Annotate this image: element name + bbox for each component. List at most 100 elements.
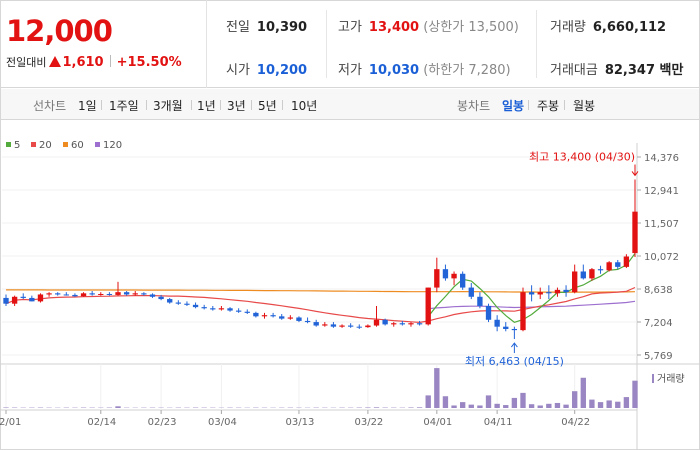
low-annotation: 최저 6,463 (04/15): [465, 355, 564, 368]
volume-bar: [425, 395, 431, 408]
volume-bar: [3, 407, 9, 408]
volume-bar: [615, 401, 621, 408]
volume-bar: [554, 402, 561, 408]
candle-body: [485, 305, 492, 320]
volume-bar: [115, 406, 121, 408]
candle-body: [460, 273, 466, 288]
time-tick-label: 02/23: [148, 417, 177, 428]
candle-body: [339, 325, 345, 327]
volume-bar: [442, 396, 449, 408]
volume-bar: [520, 392, 526, 408]
tab-1w[interactable]: 1주일: [109, 99, 139, 113]
candle-body: [72, 294, 78, 297]
open-label: 시가: [226, 63, 250, 78]
tab-1d[interactable]: 1일: [78, 99, 97, 113]
high-annotation: 최고 13,400 (04/30): [529, 150, 635, 163]
candle-body: [55, 293, 61, 295]
candle-body: [632, 211, 638, 254]
candle-body: [279, 316, 285, 319]
volume-bar: [563, 404, 569, 408]
legend-swatch: [63, 142, 68, 147]
legend-label: 120: [103, 140, 122, 151]
open-value: 10,200: [256, 63, 308, 78]
candle-body: [235, 310, 242, 312]
change-divider: [109, 55, 111, 67]
candle-body: [572, 271, 578, 293]
tab-1y[interactable]: 1년: [197, 99, 216, 113]
volume-bar: [632, 380, 638, 408]
candle-body: [511, 328, 518, 331]
volume-bar: [408, 407, 414, 408]
candle-body: [261, 315, 268, 317]
low-cell: 저가 10,030 (하한가 7,280): [338, 59, 511, 78]
candle-body: [149, 294, 156, 297]
candle-body: [244, 311, 250, 313]
candle-body: [184, 303, 190, 305]
tab-divider: [528, 100, 529, 110]
time-tick-label: 02/14: [87, 417, 116, 428]
tab-10y[interactable]: 10년: [291, 99, 318, 113]
line-chart-label: 선차트: [33, 99, 67, 113]
prev-close-value: 10,390: [256, 20, 308, 35]
candle-body: [356, 326, 362, 328]
time-tick-label: 03/13: [286, 417, 315, 428]
price-tick-label: 12,941: [644, 186, 679, 197]
candle-body: [313, 322, 319, 326]
price-tick-label: 7,204: [644, 318, 673, 329]
legend-swatch: [6, 142, 11, 147]
tab-weekly[interactable]: 주봉: [537, 99, 560, 113]
legend-label: 60: [71, 140, 84, 151]
stats-grid: 전일 10,390 고가 13,400 (상한가 13,500) 거래량 6,660,…: [208, 0, 698, 88]
upper-limit: (상한가 13,500): [423, 20, 519, 35]
tab-divider: [564, 100, 565, 110]
candle-body: [528, 292, 535, 295]
candle-body: [270, 315, 276, 317]
tab-3m[interactable]: 3개월: [153, 99, 183, 113]
change-percent: +15.50%: [116, 55, 182, 70]
current-price: 12,000: [6, 14, 113, 48]
volume-bar: [373, 407, 380, 408]
time-tick-label: 02/01: [0, 417, 21, 428]
legend-label: 5: [14, 140, 20, 151]
time-tick-label: 04/11: [484, 417, 513, 428]
change-amount: 1,610: [62, 55, 104, 70]
candle-body: [451, 273, 457, 279]
candle-body: [132, 293, 138, 295]
candle-body: [29, 297, 35, 302]
price-summary: 12,000 전일대비 1,610 +15.50% 전일 10,390 고가 13,40…: [0, 0, 700, 88]
candle-body: [89, 293, 95, 295]
tab-3y[interactable]: 3년: [227, 99, 246, 113]
high-value: 13,400: [368, 20, 420, 35]
candle-body: [546, 292, 552, 294]
candle-body: [3, 297, 9, 304]
candle-body: [287, 317, 294, 319]
ma60-line: [6, 289, 636, 293]
volume-bar: [451, 405, 457, 408]
candle-body: [477, 296, 483, 306]
tab-divider: [282, 100, 283, 110]
tab-monthly[interactable]: 월봉: [573, 99, 596, 113]
candle-body: [468, 287, 474, 297]
candle-body: [253, 312, 259, 317]
open-cell: 시가 10,200: [226, 59, 307, 78]
price-tick-label: 5,769: [644, 351, 673, 362]
candle-body: [218, 308, 225, 310]
candle-body: [347, 325, 354, 327]
candle-body: [296, 317, 302, 321]
stats-divider: [326, 10, 327, 78]
candle-body: [80, 293, 87, 297]
change-label: 전일대비: [6, 56, 47, 69]
tab-5y[interactable]: 5년: [258, 99, 277, 113]
candle-body: [503, 326, 509, 329]
candle-body: [63, 294, 69, 296]
price-tick-label: 14,376: [644, 153, 679, 164]
volume-legend-label: 거래량: [657, 373, 685, 385]
price-tick-label: 11,507: [644, 219, 679, 230]
change-row: 전일대비 1,610 +15.50%: [6, 54, 182, 70]
candle-body: [192, 304, 199, 308]
candle-body: [322, 324, 328, 326]
prev-close-cell: 전일 10,390: [226, 16, 307, 35]
candle-body: [20, 296, 26, 298]
tab-daily[interactable]: 일봉: [502, 99, 525, 113]
tab-divider: [251, 100, 252, 110]
